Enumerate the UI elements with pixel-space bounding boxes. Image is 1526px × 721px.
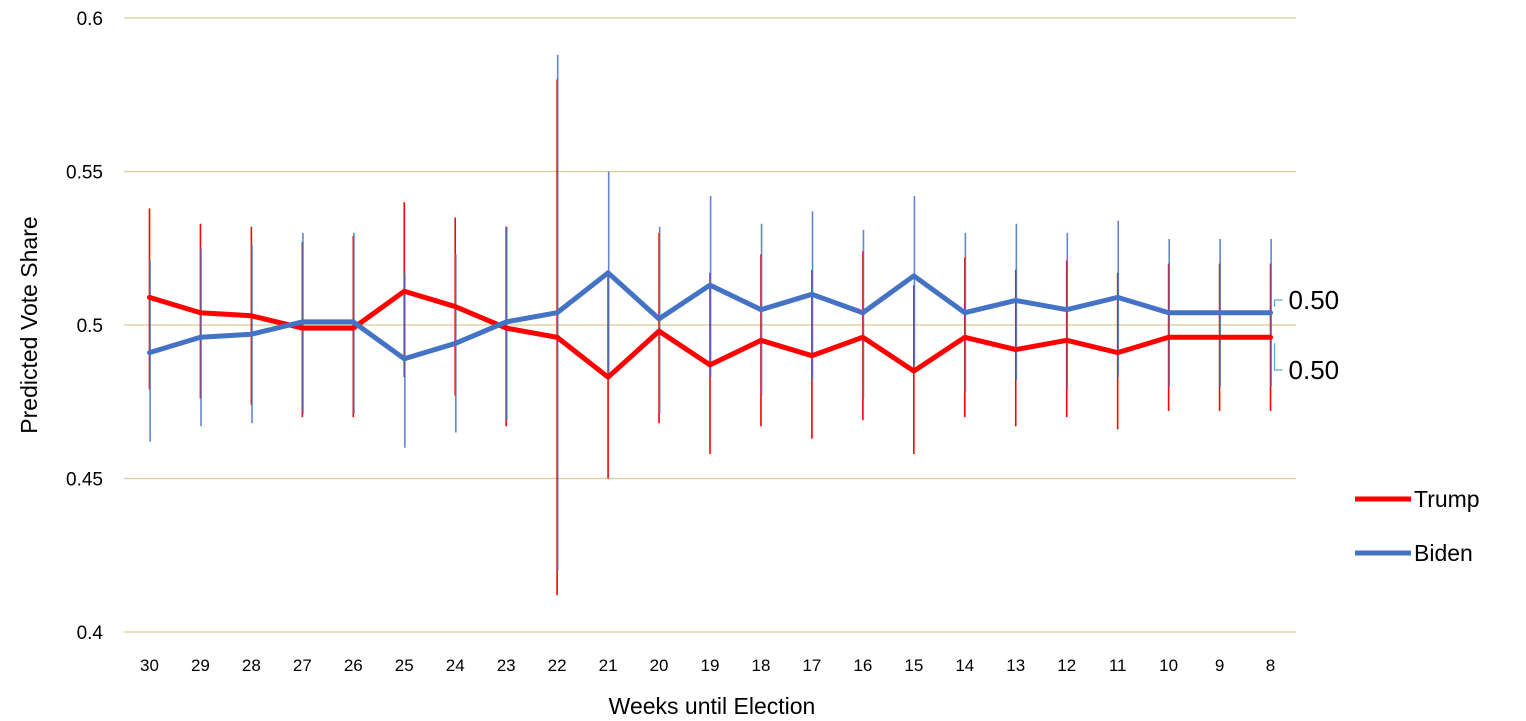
x-tick-label: 19 xyxy=(701,656,720,675)
x-tick-label: 27 xyxy=(293,656,312,675)
x-tick-label: 12 xyxy=(1057,656,1076,675)
y-tick-label: 0.45 xyxy=(66,470,103,491)
y-axis-title: Predicted Vote Share xyxy=(16,216,42,433)
x-tick-label: 17 xyxy=(802,656,821,675)
series-lines xyxy=(146,270,1274,380)
x-tick-label: 22 xyxy=(548,656,567,675)
x-tick-label: 28 xyxy=(242,656,261,675)
y-tick-label: 0.6 xyxy=(77,9,103,30)
x-tick-label: 29 xyxy=(191,656,210,675)
end-label-leader xyxy=(1273,343,1283,371)
end-label-biden: 0.50 xyxy=(1289,285,1340,315)
end-label-leader xyxy=(1273,299,1283,307)
x-tick-label: 9 xyxy=(1215,656,1224,675)
end-label-trump: 0.50 xyxy=(1289,355,1340,385)
x-tick-label: 15 xyxy=(904,656,923,675)
x-axis-title: Weeks until Election xyxy=(609,693,816,719)
x-tick-label: 24 xyxy=(446,656,465,675)
legend-label-biden: Biden xyxy=(1414,540,1473,566)
x-tick-label: 16 xyxy=(853,656,872,675)
y-tick-label: 0.5 xyxy=(77,316,103,337)
x-tick-label: 10 xyxy=(1159,656,1178,675)
series-line-biden xyxy=(146,270,1274,362)
x-tick-label: 30 xyxy=(140,656,159,675)
y-axis-ticks: 0.4 0.45 0.5 0.55 0.6 xyxy=(66,9,103,644)
legend: Trump Biden xyxy=(1355,486,1480,566)
x-tick-label: 8 xyxy=(1266,656,1275,675)
y-tick-label: 0.4 xyxy=(77,623,104,644)
x-tick-label: 14 xyxy=(955,656,974,675)
x-tick-label: 25 xyxy=(395,656,414,675)
series-line-trump xyxy=(146,288,1274,380)
x-tick-label: 23 xyxy=(497,656,516,675)
x-tick-label: 21 xyxy=(599,656,618,675)
legend-label-trump: Trump xyxy=(1414,486,1480,512)
x-axis-ticks: 30 29 28 27 26 25 24 23 22 21 20 19 18 17 16 15 14 13 12 11… xyxy=(140,656,1275,675)
x-tick-label: 20 xyxy=(650,656,669,675)
y-tick-label: 0.55 xyxy=(66,163,103,184)
x-tick-label: 11 xyxy=(1109,656,1127,675)
end-labels: 0.50 0.50 xyxy=(1273,285,1340,385)
x-tick-label: 18 xyxy=(751,656,770,675)
x-tick-label: 26 xyxy=(344,656,363,675)
x-tick-label: 13 xyxy=(1006,656,1025,675)
